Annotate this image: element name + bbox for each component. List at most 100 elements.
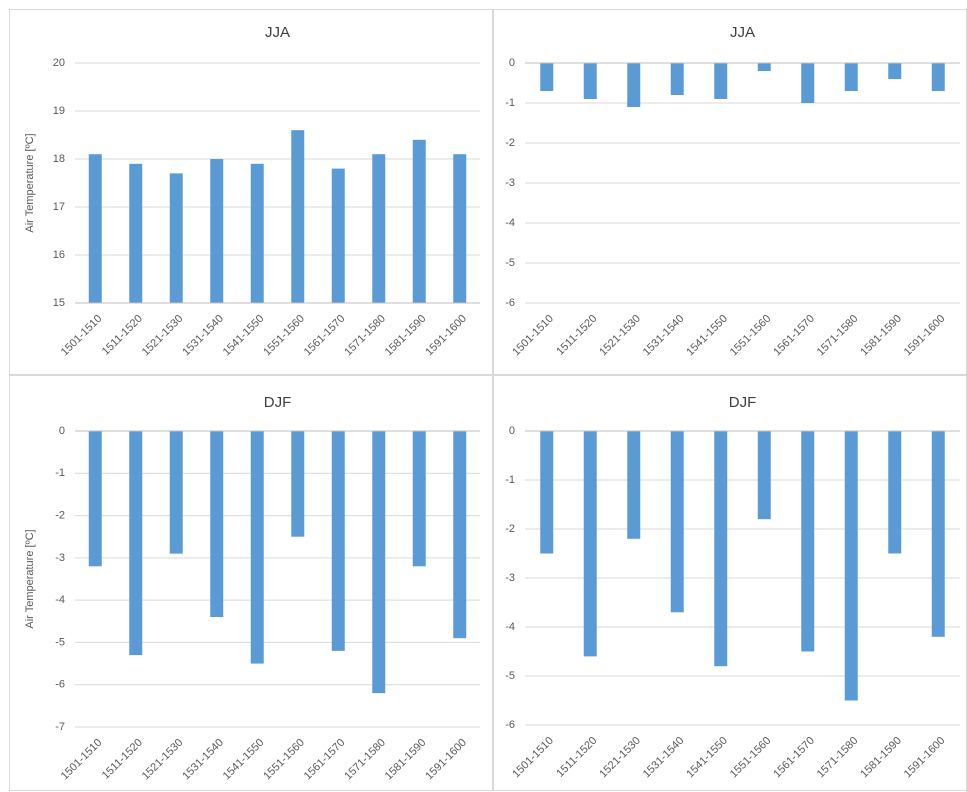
y-tick-label: -2 xyxy=(505,523,515,535)
y-tick-label: 18 xyxy=(53,153,65,165)
bar xyxy=(372,154,386,303)
bar xyxy=(88,154,102,303)
bar xyxy=(453,431,467,639)
chart-title: DJF xyxy=(729,394,757,411)
bar xyxy=(129,431,143,656)
x-tick-label: 1561-1570 xyxy=(302,313,348,359)
y-tick-label: -2 xyxy=(505,137,515,149)
y-tick-label: 15 xyxy=(53,297,65,309)
y-tick-label: 19 xyxy=(53,105,65,117)
x-tick-label: 1521-1530 xyxy=(140,313,186,359)
x-tick-label: 1511-1520 xyxy=(100,313,145,358)
y-tick-label: -7 xyxy=(55,721,65,733)
x-tick-label: 1531-1540 xyxy=(641,735,687,781)
bar xyxy=(372,431,386,694)
y-tick-label: -4 xyxy=(505,621,515,633)
y-axis-label: Air Temperature [ºC] xyxy=(24,133,36,232)
x-tick-label: 1581-1590 xyxy=(858,313,904,359)
bar xyxy=(627,63,641,107)
x-tick-label: 1551-1560 xyxy=(728,313,774,359)
chart-title: JJA xyxy=(730,24,755,41)
x-tick-label: 1551-1560 xyxy=(261,313,307,359)
bar xyxy=(453,154,467,303)
bar xyxy=(540,63,554,91)
bar xyxy=(801,431,815,652)
y-tick-label: 0 xyxy=(509,57,515,69)
y-tick-label: -2 xyxy=(55,509,65,521)
bar xyxy=(88,431,102,567)
y-tick-label: -1 xyxy=(505,97,515,109)
x-tick-label: 1531-1540 xyxy=(641,313,687,359)
x-tick-label: 1591-1600 xyxy=(902,735,948,781)
x-tick-label: 1511-1520 xyxy=(554,313,599,358)
bar xyxy=(169,431,183,554)
x-tick-label: 1541-1550 xyxy=(684,735,730,781)
bar xyxy=(250,431,264,664)
y-tick-label: -5 xyxy=(505,670,515,682)
y-tick-label: -1 xyxy=(505,474,515,486)
bar xyxy=(331,168,345,303)
y-tick-label: 0 xyxy=(59,425,65,437)
x-tick-label: 1541-1550 xyxy=(221,313,267,359)
bar xyxy=(888,431,902,554)
x-tick-label: 1561-1570 xyxy=(302,737,348,783)
y-tick-label: 0 xyxy=(509,425,515,437)
bar xyxy=(129,163,143,303)
y-tick-label: -1 xyxy=(55,467,65,479)
y-tick-label: -6 xyxy=(55,679,65,691)
x-tick-label: 1521-1530 xyxy=(597,313,643,359)
bar xyxy=(844,63,858,91)
y-tick-label: -3 xyxy=(505,572,515,584)
y-tick-label: -4 xyxy=(505,217,515,229)
x-tick-label: 1571-1580 xyxy=(815,735,861,781)
x-tick-label: 1591-1600 xyxy=(423,313,469,359)
x-tick-label: 1511-1520 xyxy=(100,737,145,782)
y-tick-label: -4 xyxy=(55,594,65,606)
x-tick-label: 1551-1560 xyxy=(261,737,307,783)
x-tick-label: 1561-1570 xyxy=(771,313,817,359)
y-tick-label: 16 xyxy=(53,249,65,261)
bar xyxy=(931,431,945,637)
y-tick-label: -3 xyxy=(505,177,515,189)
x-tick-label: 1501-1510 xyxy=(510,313,556,359)
bar xyxy=(250,163,264,303)
bar xyxy=(583,431,597,657)
panel-border xyxy=(9,9,493,375)
bar xyxy=(583,63,597,99)
bar xyxy=(757,63,771,71)
x-tick-label: 1591-1600 xyxy=(423,737,469,783)
x-tick-label: 1591-1600 xyxy=(902,313,948,359)
x-tick-label: 1501-1510 xyxy=(510,735,556,781)
y-tick-label: 20 xyxy=(53,57,65,69)
bar xyxy=(412,431,426,567)
bar xyxy=(331,431,345,651)
bar xyxy=(888,63,902,79)
x-tick-label: 1501-1510 xyxy=(59,313,105,359)
panel-border xyxy=(9,375,493,791)
x-tick-label: 1511-1520 xyxy=(554,735,599,780)
x-tick-label: 1501-1510 xyxy=(59,737,105,783)
x-tick-label: 1541-1550 xyxy=(221,737,267,783)
x-tick-label: 1581-1590 xyxy=(858,735,904,781)
bar xyxy=(714,63,728,99)
x-tick-label: 1521-1530 xyxy=(140,737,186,783)
bar xyxy=(291,130,305,303)
x-tick-label: 1581-1590 xyxy=(383,737,429,783)
y-tick-label: -5 xyxy=(55,636,65,648)
bar xyxy=(931,63,945,91)
bar xyxy=(714,431,728,667)
bar xyxy=(412,139,426,303)
y-tick-label: -5 xyxy=(505,257,515,269)
bar xyxy=(210,431,224,618)
bar xyxy=(670,431,684,613)
x-tick-label: 1571-1580 xyxy=(342,737,388,783)
y-axis-label: Air Temperature [ºC] xyxy=(24,529,36,628)
bar xyxy=(757,431,771,520)
x-tick-label: 1561-1570 xyxy=(771,735,817,781)
bar xyxy=(627,431,641,539)
y-tick-label: -6 xyxy=(505,719,515,731)
chart-title: DJF xyxy=(264,394,292,411)
y-tick-label: -3 xyxy=(55,552,65,564)
bar xyxy=(210,159,224,303)
